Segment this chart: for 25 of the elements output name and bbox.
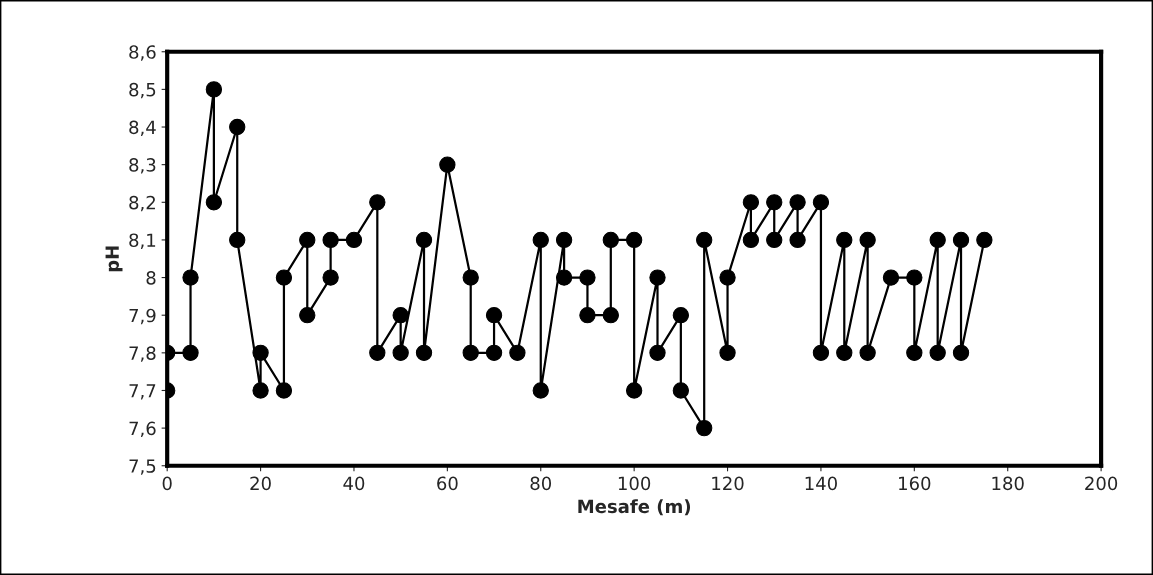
y-tick-label: 8,6	[129, 45, 156, 61]
y-tick-label: 8,4	[129, 120, 156, 136]
y-axis-title: pH	[105, 246, 123, 272]
y-tick-label: 7,6	[129, 421, 156, 438]
y-tick-label: 8,1	[129, 233, 156, 249]
y-tick-label: 7,7	[129, 384, 156, 400]
x-tick-label: 140	[805, 476, 837, 491]
y-tick-label: 8,3	[129, 158, 156, 174]
y-tick-label: 7,9	[129, 308, 156, 325]
y-tick-label: 7,8	[129, 346, 156, 362]
x-tick-label: 60	[437, 476, 458, 491]
x-tick-label: 180	[992, 476, 1024, 491]
x-tick-label: 0	[162, 476, 172, 491]
x-tick-label: 80	[530, 476, 552, 491]
y-tick-label: 8	[146, 271, 156, 285]
x-tick-label: 160	[899, 476, 931, 491]
x-tick-label: 40	[343, 476, 365, 491]
y-tick-label: 8,2	[129, 195, 155, 212]
x-tick-label: 200	[1085, 476, 1118, 491]
x-tick-label: 120	[712, 476, 744, 491]
x-tick-label: 100	[618, 476, 651, 491]
x-axis-title: Mesafe (m)	[578, 499, 691, 516]
y-tick-label: 8,5	[129, 82, 156, 99]
x-tick-label: 20	[250, 476, 271, 491]
y-tick-label: 7,5	[129, 459, 156, 475]
